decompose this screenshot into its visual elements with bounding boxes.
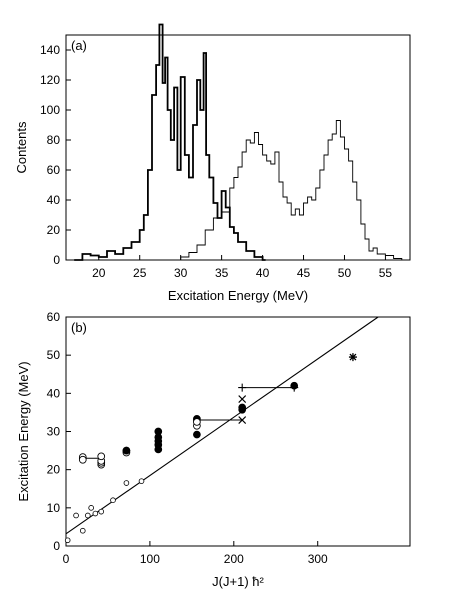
data-point [138, 478, 145, 484]
panel-a-x-tick-label: 50 [338, 266, 352, 280]
panel-b-plot-frame [65, 316, 411, 547]
data-point [290, 383, 299, 392]
panel-b-y-tick-label: 30 [47, 425, 61, 439]
panel-b-points [64, 353, 357, 544]
data-point [79, 527, 86, 534]
data-point [88, 505, 94, 511]
data-point [98, 508, 105, 515]
panel-a-plot-frame [65, 34, 411, 261]
panel-a-axis-ticks: 20 25 30 35 40 45 50 55 0 20 40 60 80 100 120 140 [40, 43, 392, 280]
panel-a-x-tick-label: 30 [174, 266, 188, 280]
data-point [73, 512, 79, 519]
panel-a-y-tick-label: 40 [47, 193, 61, 207]
panel-a-x-tick-label: 20 [92, 266, 106, 280]
panel-b-range-bars [82, 387, 295, 459]
panel-b-y-tick-label: 60 [47, 310, 61, 324]
data-point [238, 383, 247, 392]
panel-b-x-tick-label: 0 [63, 552, 70, 566]
panel-b-fit-line-group [65, 316, 379, 535]
data-point [348, 353, 357, 362]
panel-a-y-tick-label: 100 [40, 103, 60, 117]
data-point [78, 455, 87, 464]
panel-b-y-tick-label: 10 [47, 501, 61, 515]
panel-b-x-tick-label: 200 [224, 552, 244, 566]
panel-b-y-tick-label: 0 [53, 539, 60, 553]
panel-a-y-tick-label: 0 [53, 253, 60, 267]
panel-b-x-tick-label: 100 [140, 552, 160, 566]
panel-a-x-axis-title: Excitation Energy (MeV) [168, 288, 308, 303]
panel-b-y-tick-label: 20 [47, 463, 61, 477]
panel-b-y-tick-label: 40 [47, 386, 61, 400]
panel-a-x-tick-label: 40 [256, 266, 270, 280]
panel-b-axis-ticks: 0 100 200 300 0 10 20 30 40 50 60 [47, 310, 328, 566]
panel-a-x-tick-label: 45 [297, 266, 311, 280]
panel-a-y-tick-label: 120 [40, 73, 60, 87]
panel-a-x-tick-label: 55 [379, 266, 393, 280]
panel-a-y-tick-label: 140 [40, 43, 60, 57]
panel-a-label: (a) [71, 38, 87, 53]
data-point [154, 427, 163, 436]
data-point [193, 418, 201, 426]
data-point [193, 430, 201, 439]
panel-a-histogram: 20 25 30 35 40 45 50 55 0 20 40 60 80 100 120 140 (a) E… [14, 23, 411, 303]
data-point [92, 510, 99, 517]
panel-a-y-tick-label: 80 [47, 133, 61, 147]
histogram-thin [164, 120, 405, 261]
data-point [97, 452, 106, 461]
data-point [64, 537, 71, 544]
panel-a-y-tick-label: 20 [47, 223, 61, 237]
panel-b-x-axis-title: J(J+1) ħ² [212, 574, 264, 589]
data-point [122, 446, 131, 455]
panel-a-y-tick-label: 60 [47, 163, 61, 177]
panel-b-x-tick-label: 300 [308, 552, 328, 566]
data-point [123, 480, 130, 486]
panel-b-y-tick-label: 50 [47, 348, 61, 362]
data-point [238, 395, 247, 403]
panel-a-x-tick-label: 35 [215, 266, 229, 280]
panel-a-y-axis-title: Contents [14, 121, 29, 174]
histogram-bold [74, 23, 266, 261]
data-point [85, 512, 91, 519]
data-point [238, 416, 247, 424]
data-point [110, 497, 116, 504]
panel-b-y-axis-title: Excitation Energy (MeV) [16, 361, 31, 501]
panel-a-x-tick-label: 25 [133, 266, 147, 280]
data-point [238, 403, 247, 412]
panel-a-histograms [74, 23, 405, 261]
panel-b-scatter: 0 100 200 300 0 10 20 30 40 50 60 (b) J(J+1) ħ² Ex… [16, 310, 411, 589]
fit-line [65, 316, 379, 535]
panel-b-label: (b) [71, 320, 87, 335]
